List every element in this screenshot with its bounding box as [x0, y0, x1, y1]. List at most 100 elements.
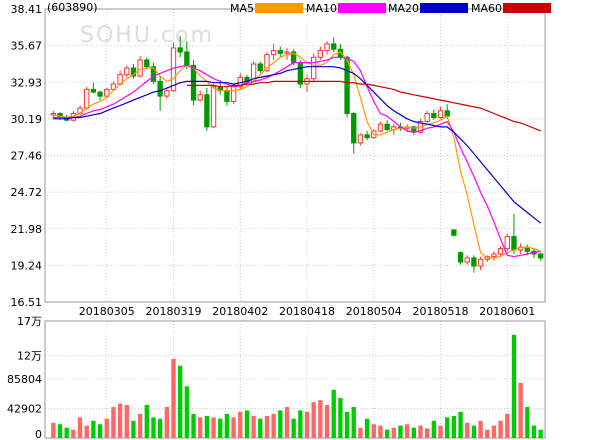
- volume-bar: [498, 420, 503, 438]
- ma20-line: [53, 66, 542, 224]
- candlestick: [197, 90, 203, 102]
- volume-bar: [157, 418, 163, 438]
- volume-bar: [471, 425, 477, 438]
- candlestick: [364, 130, 370, 141]
- price-tick-label: 32.93: [11, 76, 43, 89]
- candlestick: [451, 229, 457, 237]
- volume-bar: [144, 404, 149, 438]
- volume-bar: [478, 420, 483, 438]
- candlestick: [477, 256, 484, 271]
- volume-bar: [258, 418, 263, 438]
- candle-body: [477, 258, 484, 267]
- candlestick: [104, 88, 110, 98]
- candlestick: [257, 61, 263, 74]
- volume-bar: [465, 422, 470, 438]
- volume-bar: [445, 417, 450, 438]
- candlestick: [137, 55, 143, 78]
- volume-bar: [371, 424, 376, 438]
- volume-bar: [124, 404, 129, 438]
- candlestick: [150, 62, 157, 85]
- volume-bar: [271, 413, 276, 438]
- volume-bar: [218, 418, 223, 438]
- candle-body: [437, 110, 444, 119]
- candle-body: [284, 51, 290, 54]
- candle-body: [497, 248, 504, 255]
- candle-body: [511, 236, 517, 251]
- candlestick: [437, 106, 444, 119]
- date-tick-label: 20180319: [146, 305, 202, 318]
- volume-bar: [164, 407, 169, 438]
- volume-bar: [97, 424, 103, 438]
- candle-body: [97, 91, 103, 97]
- volume-bar: [525, 407, 530, 438]
- volume-tick-label: 17万: [17, 315, 42, 328]
- candle-body: [137, 59, 143, 77]
- candlestick: [277, 46, 283, 58]
- candle-body: [384, 123, 390, 131]
- volume-bar: [358, 427, 363, 438]
- candle-body: [317, 50, 324, 58]
- volume-bar: [425, 428, 430, 438]
- date-tick-label: 20180601: [479, 305, 535, 318]
- volume-bar: [151, 417, 156, 438]
- volume-axis-ticks: 17万 12万 85804 42902 0: [7, 315, 42, 440]
- volume-bar: [224, 413, 230, 438]
- volume-tick-label: 12万: [17, 349, 42, 362]
- candle-body: [130, 67, 137, 77]
- candlestick: [304, 74, 310, 93]
- volume-bar: [284, 407, 290, 438]
- date-axis-labels: 20180305 20180319 20180402 20180418 20180504…: [79, 305, 536, 318]
- volume-bar: [364, 418, 370, 438]
- price-tick-label: 24.72: [11, 186, 43, 199]
- ma60-line: [186, 80, 541, 132]
- candlestick: [344, 55, 350, 118]
- volume-tick-label: 42902: [7, 402, 42, 415]
- volume-bar: [491, 425, 497, 438]
- candlestick: [164, 88, 170, 99]
- volume-bar: [238, 411, 243, 438]
- volume-bar: [251, 415, 256, 438]
- price-tick-label: 16.51: [11, 296, 43, 309]
- candlestick: [511, 213, 517, 254]
- volume-bar: [51, 422, 56, 438]
- candle-body: [364, 134, 370, 139]
- price-tick-label: 30.19: [11, 113, 43, 126]
- candlestick: [110, 81, 117, 91]
- volume-bar: [57, 424, 63, 438]
- volume-bar: [324, 404, 330, 438]
- candle-body: [224, 90, 230, 102]
- candle-body: [464, 257, 470, 263]
- candle-body: [444, 110, 450, 117]
- candle-body: [344, 56, 350, 114]
- volume-bar: [191, 413, 196, 438]
- candle-body: [351, 112, 357, 144]
- candle-body: [270, 50, 277, 56]
- volume-bar: [411, 427, 416, 438]
- candle-body: [431, 112, 437, 119]
- candlestick: [497, 245, 504, 257]
- volume-bar: [451, 415, 457, 438]
- volume-bar: [351, 407, 356, 438]
- candle-body: [311, 56, 317, 80]
- volume-bar: [378, 425, 383, 438]
- candlestick: [357, 133, 364, 146]
- volume-bar: [84, 425, 89, 438]
- ma10-line: [53, 56, 541, 258]
- legend-swatch: [255, 3, 303, 13]
- candle-body: [424, 112, 430, 123]
- stock-code: (603890): [47, 1, 98, 14]
- candle-body: [110, 83, 117, 90]
- volume-bar: [311, 402, 316, 438]
- volume-bar: [458, 411, 463, 438]
- volume-bar: [298, 410, 303, 438]
- volume-bar: [518, 382, 523, 438]
- candle-body: [150, 66, 157, 82]
- candle-body: [104, 88, 110, 97]
- candlestick: [130, 63, 137, 79]
- volume-bar: [211, 417, 216, 438]
- price-axis-ticks: 38.41 35.67 32.93 30.19 27.46 24.72 21.98 19.24…: [11, 3, 43, 309]
- candlestick: [90, 82, 97, 94]
- date-tick-label: 20180504: [346, 305, 402, 318]
- candle-body: [84, 88, 90, 109]
